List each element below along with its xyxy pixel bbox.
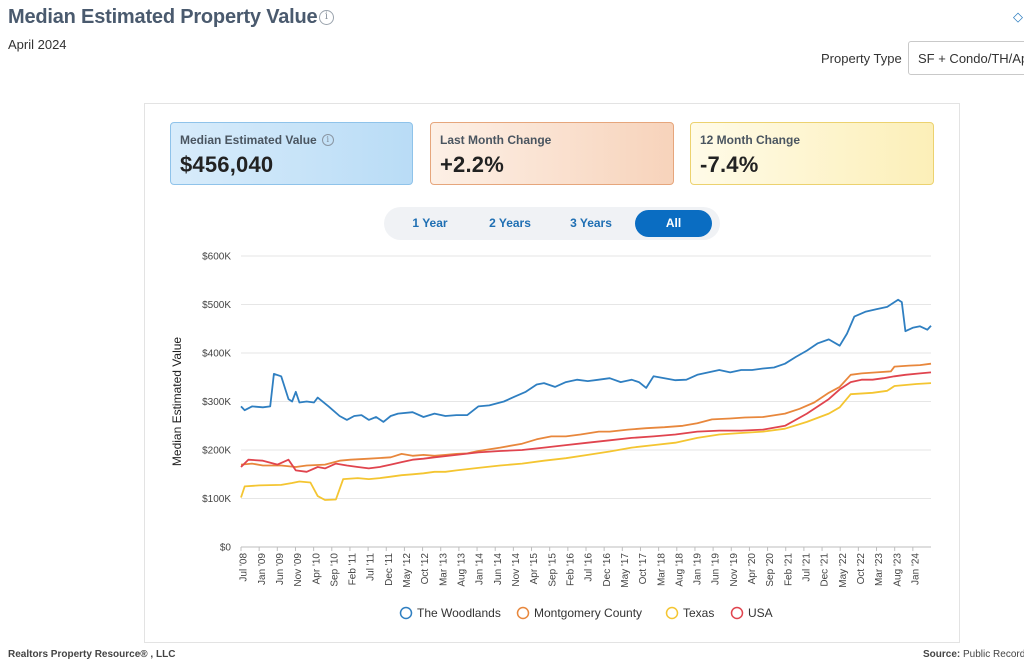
x-tick-label: Jan '14 <box>475 553 486 585</box>
x-tick-label: Jul '08 <box>239 553 250 582</box>
chart-panel: Median Estimated Value i $456,040 Last M… <box>144 103 960 643</box>
x-tick-label: Jan '09 <box>257 553 268 585</box>
last-month-change-label: Last Month Change <box>440 133 552 147</box>
range-1-year-button[interactable]: 1 Year <box>412 216 448 230</box>
y-tick-label: $100K <box>202 494 231 505</box>
x-tick-label: Jan '24 <box>910 553 921 585</box>
series-line-usa <box>240 371 932 473</box>
series-line-texas <box>240 382 932 501</box>
x-tick-label: Sep '15 <box>547 553 558 587</box>
footer-source: Source: Public Records <box>923 649 1024 660</box>
property-type-select[interactable]: SF + Condo/TH/Apt <box>908 41 1024 75</box>
last-month-change-value: +2.2% <box>440 152 504 177</box>
legend-label: Texas <box>683 606 714 620</box>
legend-marker <box>730 606 744 620</box>
x-tick-label: Mar '13 <box>438 553 449 586</box>
x-tick-label: Jun '14 <box>493 553 504 585</box>
y-tick-label: $200K <box>202 446 231 457</box>
series-line-montgomery-county <box>240 362 932 468</box>
series-line-the-woodlands <box>240 298 932 423</box>
x-tick-label: Nov '14 <box>511 553 522 587</box>
x-tick-label: Dec '21 <box>820 553 831 587</box>
x-tick-label: Aug '18 <box>674 553 685 587</box>
footer-source-value: Public Records <box>963 649 1024 660</box>
x-tick-label: Sep '10 <box>329 553 340 587</box>
x-tick-label: May '17 <box>620 553 631 588</box>
legend-marker <box>665 606 679 620</box>
x-tick-label: Feb '11 <box>348 553 359 586</box>
x-tick-label: Feb '21 <box>783 553 794 586</box>
x-tick-label: Nov '09 <box>293 553 304 587</box>
legend-marker <box>516 606 530 620</box>
legend-label: Montgomery County <box>534 606 642 620</box>
x-tick-label: Apr '20 <box>747 553 758 585</box>
range-3-years-button[interactable]: 3 Years <box>570 216 612 230</box>
legend-marker <box>399 606 413 620</box>
median-value: $456,040 <box>180 152 274 177</box>
info-icon[interactable]: i <box>321 134 334 146</box>
y-tick-label: $300K <box>202 397 231 408</box>
line-chart: $0 $100K $200K $300K $400K $500K $600K Median E… <box>170 252 932 620</box>
x-tick-label: Jul '11 <box>366 553 377 581</box>
page-subtitle: April 2024 <box>8 37 67 52</box>
property-type-label: Property Type <box>821 51 902 66</box>
x-tick-label: Jun '19 <box>711 553 722 585</box>
time-range-selector: 1 Year 2 Years 3 Years All <box>384 207 720 240</box>
x-tick-label: Feb '16 <box>565 553 576 586</box>
x-tick-label: Aug '23 <box>892 553 903 587</box>
twelve-month-change-label: 12 Month Change <box>700 133 801 147</box>
x-tick-label: Oct '12 <box>420 553 431 585</box>
x-tick-label: Nov '19 <box>729 553 740 587</box>
x-tick-label: Apr '15 <box>529 553 540 585</box>
x-tick-label: Jul '16 <box>584 553 595 582</box>
footer-copyright: Realtors Property Resource® , LLC <box>8 649 176 660</box>
x-tick-label: Dec '16 <box>602 553 613 587</box>
twelve-month-change-value: -7.4% <box>700 152 759 177</box>
y-tick-label: $400K <box>202 349 231 360</box>
x-tick-label: May '22 <box>838 553 849 588</box>
last-month-change-card: Last Month Change +2.2% <box>430 122 674 185</box>
x-tick-label: Jul '21 <box>802 553 813 582</box>
y-axis-title: Median Estimated Value <box>170 337 184 467</box>
x-tick-label: Aug '13 <box>457 553 468 587</box>
diamond-arrow-icon[interactable]: ◇ <box>1013 9 1023 24</box>
footer-source-label: Source: <box>923 649 961 660</box>
x-tick-label: Oct '17 <box>638 553 649 585</box>
legend-label: USA <box>748 606 773 620</box>
y-tick-label: $600K <box>202 252 231 263</box>
twelve-month-change-card: 12 Month Change -7.4% <box>690 122 934 185</box>
page-title: Median Estimated Property Value <box>8 6 318 28</box>
x-tick-label: Apr '10 <box>311 553 322 585</box>
x-tick-label: Mar '23 <box>874 553 885 586</box>
x-tick-label: Sep '20 <box>765 553 776 587</box>
x-tick-label: May '12 <box>402 553 413 588</box>
x-tick-label: Mar '18 <box>656 553 667 586</box>
y-tick-label: $0 <box>220 543 232 554</box>
x-tick-label: Jun '09 <box>275 553 286 585</box>
x-tick-label: Jan '19 <box>693 553 704 585</box>
x-tick-label: Oct '22 <box>856 553 867 585</box>
range-all-button[interactable]: All <box>635 210 712 237</box>
median-value-label: Median Estimated Value <box>180 133 317 147</box>
x-tick-label: Dec '11 <box>384 553 395 586</box>
legend-label: The Woodlands <box>417 606 501 620</box>
info-icon[interactable]: i <box>319 10 334 25</box>
median-value-card: Median Estimated Value i $456,040 <box>170 122 413 185</box>
median-value-label-row: Median Estimated Value i <box>180 133 403 147</box>
y-tick-label: $500K <box>202 300 231 311</box>
range-2-years-button[interactable]: 2 Years <box>489 216 531 230</box>
